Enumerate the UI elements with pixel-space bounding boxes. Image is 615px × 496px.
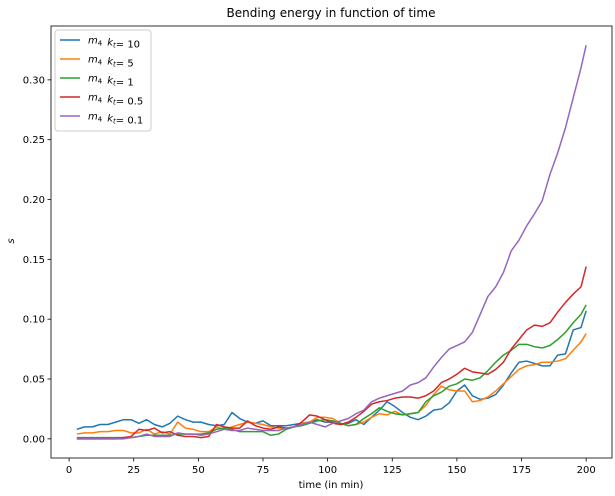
y-tick-label: 0.20 (23, 195, 45, 206)
x-tick-label: 25 (127, 465, 140, 476)
legend-box (54, 29, 152, 132)
legend-entry: m4 kt= 0.1 (60, 112, 143, 127)
y-tick-label: 0.25 (23, 135, 45, 146)
y-tick-label: 0.05 (23, 375, 45, 386)
y-tick-label: 0.10 (23, 315, 45, 326)
y-axis-label: s (6, 238, 17, 243)
legend-entry: m4 kt= 0.5 (60, 93, 143, 108)
x-axis-label: time (in min) (299, 480, 364, 491)
x-tick-label: 150 (447, 465, 466, 476)
legend-entry: m4 kt= 5 (60, 55, 134, 70)
legend-label: m4 kt= 10 (88, 36, 140, 51)
series-line-1 (76, 310, 587, 430)
legend-label: m4 kt= 0.5 (88, 93, 143, 108)
x-tick-label: 125 (383, 465, 402, 476)
y-tick-label: 0.00 (23, 434, 45, 445)
chart-title: Bending energy in function of time (227, 6, 436, 20)
y-axis-ticks: 0.00 0.05 0.10 0.15 0.20 0.25 0.30 (23, 75, 51, 445)
legend-entry: m4 kt= 1 (60, 74, 134, 89)
legend-label: m4 kt= 0.1 (88, 112, 143, 127)
x-tick-label: 75 (257, 465, 270, 476)
x-tick-label: 50 (192, 465, 205, 476)
y-tick-label: 0.30 (23, 75, 45, 86)
x-tick-label: 100 (318, 465, 337, 476)
plot-area: 0 25 50 75 100 125 150 175 200 0.000.050.100.150… (23, 25, 613, 476)
x-tick-label: 175 (512, 465, 531, 476)
x-tick-label: 200 (577, 465, 596, 476)
series-line-3 (76, 304, 587, 439)
legend-label: m4 kt= 5 (88, 55, 134, 70)
plot-frame (50, 25, 613, 459)
legend-entry: m4 kt= 10 (60, 36, 140, 51)
series-line-5 (76, 44, 587, 440)
x-tick-label: 0 (66, 465, 72, 476)
series-layer (76, 44, 587, 440)
legend: m4 kt= 10 m4 kt= 5 m4 kt= 1 m4 kt= 0.5 m4 kt… (54, 29, 152, 132)
x-axis-ticks: 0 25 50 75 100 125 150 175 200 (66, 458, 596, 476)
legend-label: m4 kt= 1 (88, 74, 134, 89)
y-tick-label: 0.15 (23, 255, 45, 266)
series-line-2 (76, 333, 587, 435)
